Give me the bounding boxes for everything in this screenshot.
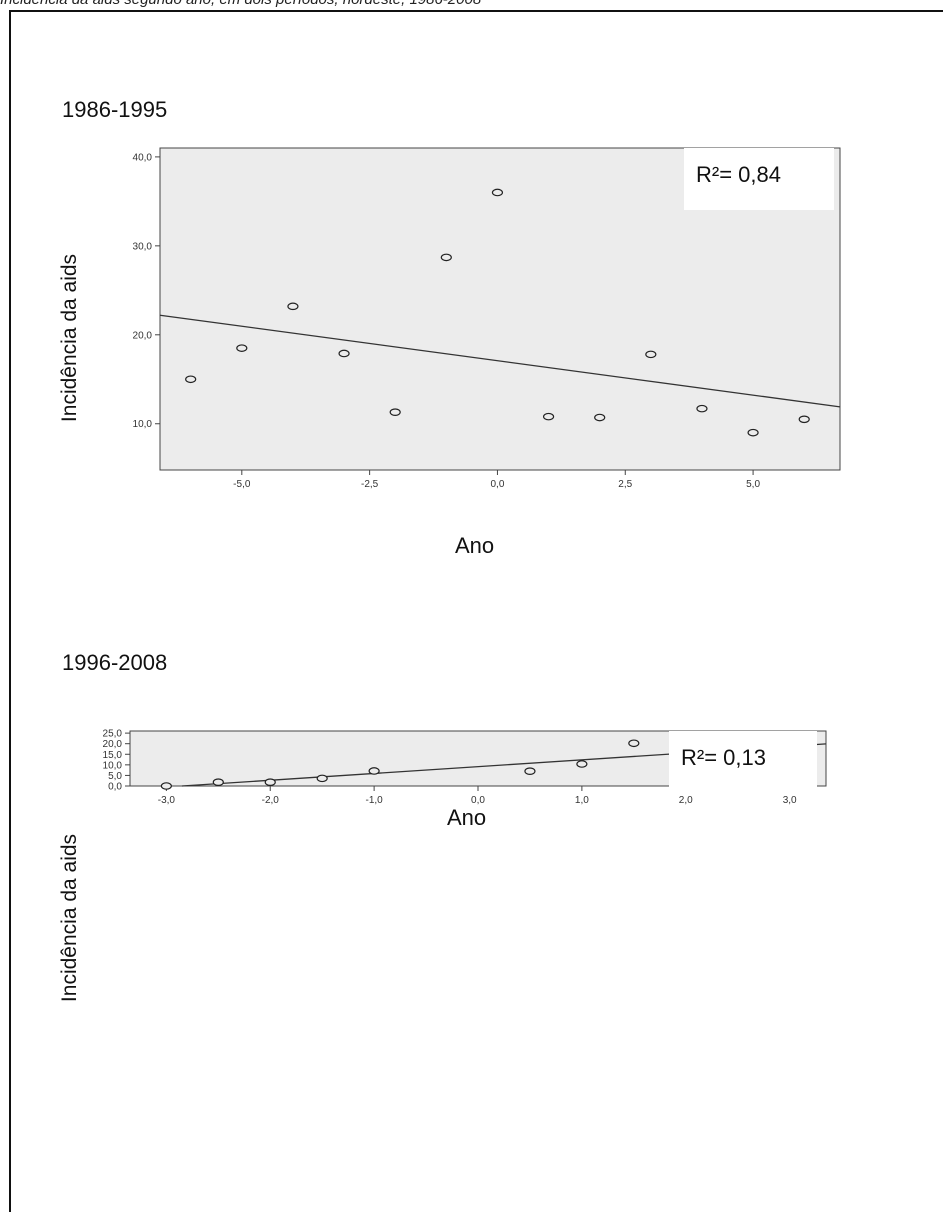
panel-2-data-point xyxy=(160,782,172,790)
panel-1-data-point xyxy=(696,404,708,413)
panel-2-y-tick-label: 5,0 xyxy=(108,771,122,782)
panel-2-y-tick-label: 0,0 xyxy=(108,782,122,793)
panel-1-title: 1986-1995 xyxy=(62,97,168,122)
figure-frame xyxy=(9,10,943,1212)
panel-2-r-squared: R²= 0,13 xyxy=(669,731,817,793)
panel-2-data-point xyxy=(212,778,224,786)
panel-2-data-point xyxy=(264,778,276,786)
panel-1-r-squared: R²= 0,84 xyxy=(684,148,834,210)
panel-2-y-tick-label: 15,0 xyxy=(103,750,123,761)
panel-1-x-tick-label: 5,0 xyxy=(746,479,760,490)
panel-1-x-tick-label: 2,5 xyxy=(618,479,632,490)
panel-1-data-point xyxy=(185,375,197,384)
panel-1-y-tick-label: 30,0 xyxy=(133,241,153,252)
panel-2-x-tick-label: 2,0 xyxy=(679,795,693,806)
panel-2-x-axis-label: Ano xyxy=(447,805,487,830)
panel-2-y-tick-label: 25,0 xyxy=(103,729,123,740)
panel-2-data-point xyxy=(316,774,328,783)
panel-2-data-point xyxy=(628,739,640,748)
panel-1-data-point xyxy=(236,344,248,352)
panel-2-y-tick-label: 20,0 xyxy=(103,739,123,750)
panel-2-data-point xyxy=(576,760,588,768)
panel-2-data-point xyxy=(368,767,380,775)
panel-1-data-point xyxy=(542,412,555,421)
panel-2-x-tick-label: -2,0 xyxy=(262,795,280,806)
panel-1-data-point xyxy=(389,408,401,416)
panel-1-x-tick-label: 0,0 xyxy=(490,479,504,490)
panel-2-x-tick-label: 3,0 xyxy=(783,795,797,806)
panel-1-y-tick-label: 40,0 xyxy=(133,152,153,163)
panel-1-data-point xyxy=(798,415,810,424)
panel-1-data-point xyxy=(645,350,657,359)
panel-2-data-point xyxy=(524,767,536,775)
panel-2-x-tick-label: 1,0 xyxy=(575,795,589,806)
panel-1-data-point xyxy=(440,253,452,262)
panel-2-x-tick-label: -3,0 xyxy=(158,795,176,806)
panel-2-x-tick-label: -1,0 xyxy=(366,795,384,806)
panel-1-x-tick-label: -2,5 xyxy=(361,479,379,490)
panel-1-y-tick-label: 10,0 xyxy=(133,419,153,430)
panel-1-data-point xyxy=(338,349,350,358)
panel-1-x-axis-label: Ano xyxy=(455,533,495,558)
panel-1-data-point xyxy=(287,302,299,311)
panel-1-y-tick-label: 20,0 xyxy=(133,330,153,341)
panel-2-x-tick-label: 0,0 xyxy=(471,795,485,806)
figure-caption: Incidência da aids segundo ano, em dois … xyxy=(0,0,943,8)
panel-2-y-tick-label: 10,0 xyxy=(103,760,123,771)
panel-1-regression-line xyxy=(159,314,841,408)
panel-2-title: 1996-2008 xyxy=(62,650,168,675)
panel-1-data-point xyxy=(747,428,759,437)
panel-1-x-tick-label: -5,0 xyxy=(233,479,251,490)
panel-1-data-point xyxy=(491,188,504,197)
panel-1-data-point xyxy=(594,413,606,422)
